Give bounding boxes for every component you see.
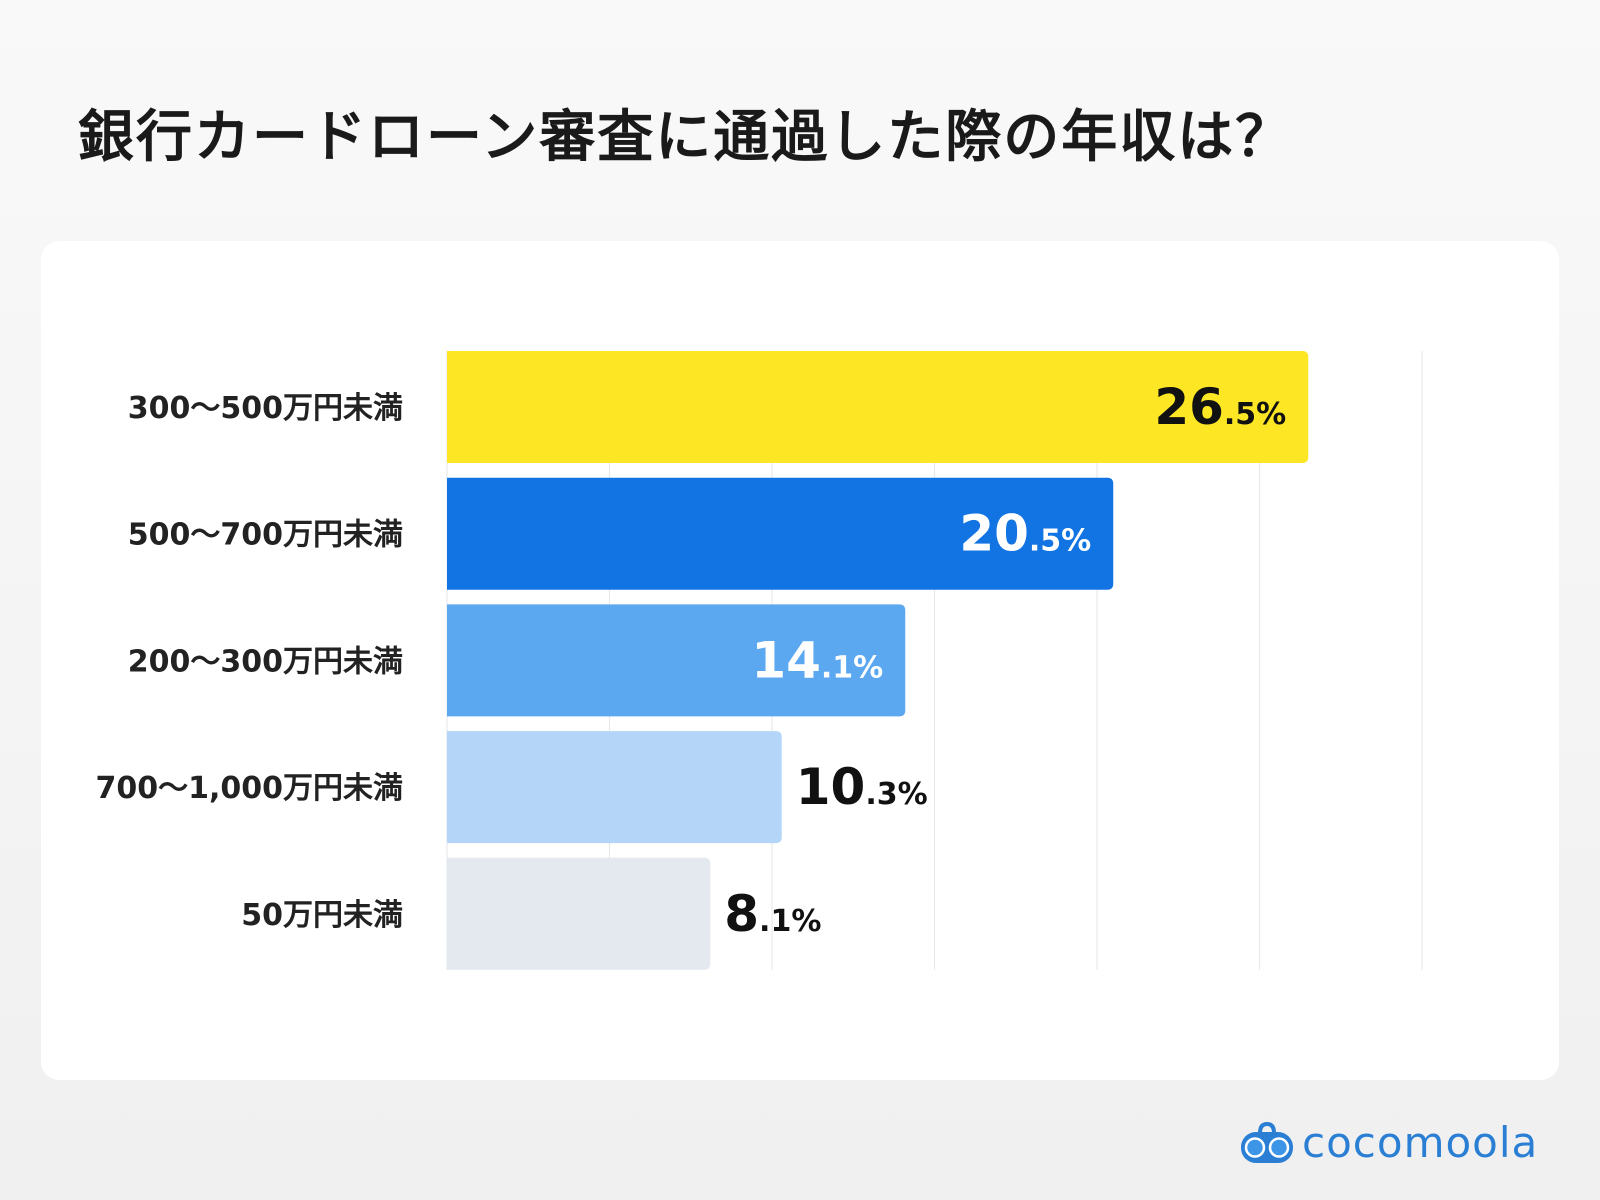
value-label: 26.5% <box>1154 378 1286 436</box>
category-label: 500〜700万円未満 <box>128 518 403 553</box>
value-integer: 26 <box>1154 378 1224 436</box>
bar <box>447 351 1309 463</box>
value-label: 10.3% <box>796 758 928 816</box>
value-decimal: .5% <box>1029 524 1091 559</box>
page-title: 銀行カードローン審査に通過した際の年収は？ <box>78 105 1294 170</box>
cocomoola-logo-icon <box>1241 1121 1293 1163</box>
category-label: 200〜300万円未満 <box>128 644 403 679</box>
value-integer: 8 <box>724 885 759 943</box>
value-decimal: .1% <box>759 904 821 939</box>
value-integer: 20 <box>959 505 1029 563</box>
bar <box>447 604 906 717</box>
value-decimal: .1% <box>821 650 883 685</box>
bar <box>447 731 782 844</box>
value-label: 20.5% <box>959 505 1091 563</box>
brand-logo: cocomoola <box>1240 1118 1538 1167</box>
category-label: 300〜500万円未満 <box>128 391 403 426</box>
value-decimal: .5% <box>1224 397 1286 432</box>
bar <box>447 477 1114 590</box>
category-label: 50万円未満 <box>241 898 403 933</box>
brand-name: cocomoola <box>1302 1118 1539 1167</box>
value-integer: 10 <box>796 758 866 816</box>
value-integer: 14 <box>751 631 821 689</box>
value-label: 14.1% <box>751 631 883 689</box>
category-label: 700〜1,000万円未満 <box>95 771 403 806</box>
bar <box>447 857 711 970</box>
value-decimal: .3% <box>865 777 927 812</box>
value-label: 8.1% <box>724 885 821 943</box>
